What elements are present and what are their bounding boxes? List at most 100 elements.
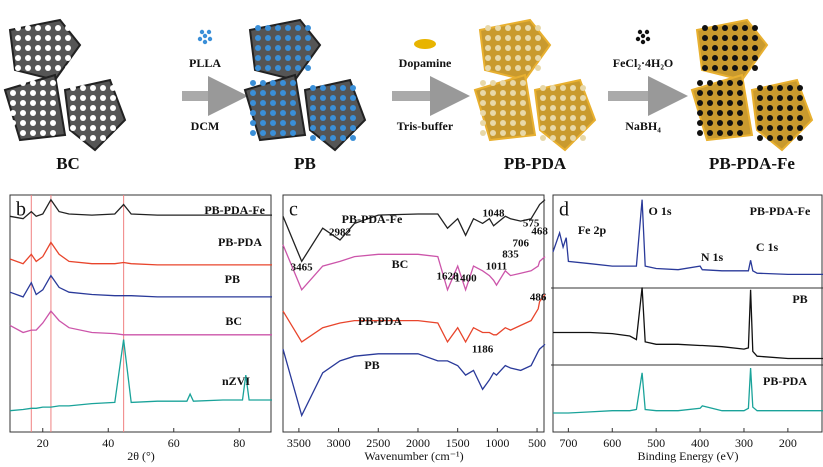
series-label: PB-PDA xyxy=(358,314,402,328)
series-label: nZVI xyxy=(222,374,250,388)
pore xyxy=(65,35,71,41)
pore xyxy=(260,80,266,86)
pore xyxy=(15,25,21,31)
pore xyxy=(270,110,276,116)
pore xyxy=(570,135,576,141)
pore xyxy=(550,105,556,111)
reagent-icon xyxy=(636,37,640,41)
pore xyxy=(540,125,546,131)
reagent-icon xyxy=(645,30,649,34)
pore xyxy=(505,55,511,61)
pore xyxy=(110,105,116,111)
pore xyxy=(305,65,311,71)
pore xyxy=(250,130,256,136)
pore xyxy=(15,65,21,71)
pore xyxy=(290,80,296,86)
pore xyxy=(535,35,541,41)
pore xyxy=(570,95,576,101)
pore xyxy=(737,100,743,106)
pore xyxy=(707,90,713,96)
x-tick-label: 40 xyxy=(102,436,114,450)
panel-label: c xyxy=(289,199,298,221)
pore xyxy=(35,45,41,51)
pore xyxy=(70,85,76,91)
pore xyxy=(285,25,291,31)
pore xyxy=(100,85,106,91)
pore xyxy=(767,85,773,91)
series-label: BC xyxy=(392,257,409,271)
pore xyxy=(340,105,346,111)
pore xyxy=(500,120,506,126)
pore xyxy=(480,110,486,116)
pore xyxy=(35,55,41,61)
pore xyxy=(787,95,793,101)
pore xyxy=(20,100,26,106)
pore xyxy=(330,125,336,131)
pore xyxy=(65,25,71,31)
panel-label: d xyxy=(559,199,569,221)
pore xyxy=(90,95,96,101)
pore xyxy=(580,135,586,141)
pore xyxy=(320,135,326,141)
pore xyxy=(340,85,346,91)
pore xyxy=(490,80,496,86)
pore xyxy=(480,100,486,106)
pore xyxy=(520,120,526,126)
pore xyxy=(697,100,703,106)
pore xyxy=(50,120,56,126)
pore xyxy=(490,100,496,106)
pore xyxy=(550,115,556,121)
pore xyxy=(757,125,763,131)
pore xyxy=(320,105,326,111)
pore xyxy=(737,120,743,126)
pore xyxy=(260,100,266,106)
pore xyxy=(490,90,496,96)
pore xyxy=(55,25,61,31)
pore xyxy=(707,100,713,106)
x-tick-label: 300 xyxy=(735,436,753,450)
pore xyxy=(717,130,723,136)
pore xyxy=(280,100,286,106)
peak-annotation: C 1s xyxy=(756,240,779,254)
pore xyxy=(275,25,281,31)
pore xyxy=(752,25,758,31)
pore xyxy=(515,55,521,61)
pore xyxy=(515,25,521,31)
pore xyxy=(15,35,21,41)
reagent-icon xyxy=(203,40,207,44)
pore xyxy=(65,55,71,61)
reagent-icon xyxy=(203,34,207,38)
pore xyxy=(722,35,728,41)
pore xyxy=(525,35,531,41)
pore xyxy=(515,35,521,41)
peak-label: 1186 xyxy=(472,344,494,356)
pore xyxy=(320,115,326,121)
x-tick-label: 1500 xyxy=(446,436,470,450)
pore xyxy=(550,125,556,131)
pore xyxy=(702,45,708,51)
pore xyxy=(560,115,566,121)
pore xyxy=(340,125,346,131)
pore xyxy=(30,80,36,86)
pore xyxy=(727,110,733,116)
pore xyxy=(525,25,531,31)
pore xyxy=(280,120,286,126)
pore xyxy=(305,25,311,31)
pore xyxy=(717,90,723,96)
pore xyxy=(330,135,336,141)
pore xyxy=(520,130,526,136)
x-tick-label: 400 xyxy=(691,436,709,450)
pore xyxy=(712,65,718,71)
pore xyxy=(310,105,316,111)
pore xyxy=(320,95,326,101)
pore xyxy=(797,125,803,131)
series-label: BC xyxy=(225,314,242,328)
pore xyxy=(540,135,546,141)
pore xyxy=(350,95,356,101)
pore xyxy=(295,45,301,51)
pore xyxy=(777,85,783,91)
pore xyxy=(10,110,16,116)
pore xyxy=(767,115,773,121)
pore xyxy=(787,135,793,141)
pore xyxy=(30,90,36,96)
